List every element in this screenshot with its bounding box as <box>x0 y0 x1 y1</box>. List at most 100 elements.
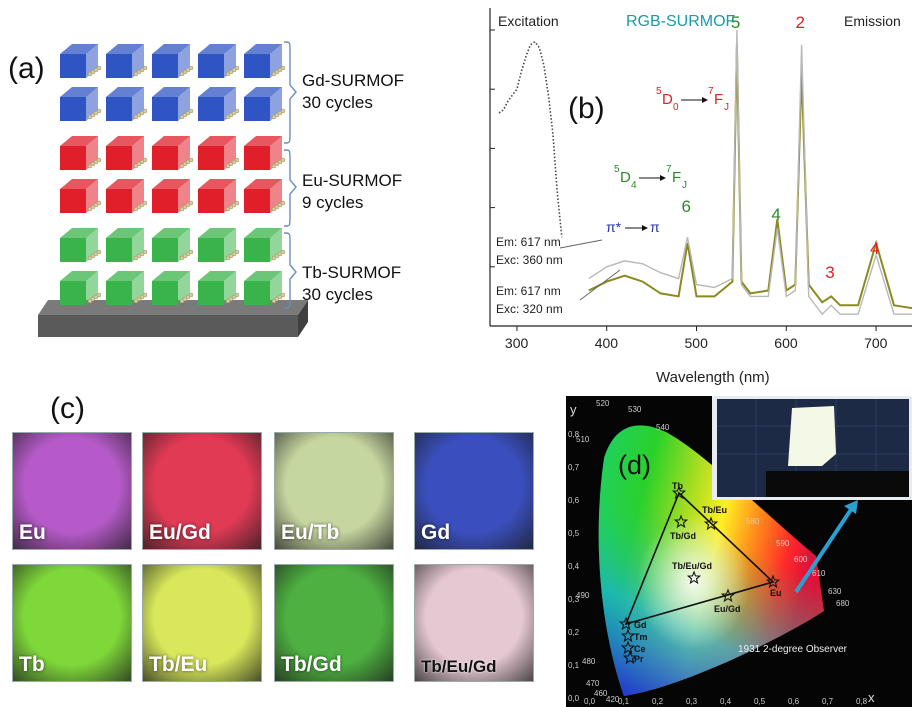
emission-label: Emission <box>844 13 901 29</box>
cube-tb-surmof <box>60 271 102 305</box>
series-line-2 <box>588 29 912 316</box>
cie-wavelength-label: 590 <box>776 539 790 548</box>
cie-point-label: Tb/Gd <box>670 531 696 541</box>
layer-gd-name: Gd-SURMOF <box>302 71 404 90</box>
layer-gd-label: Gd-SURMOF 30 cycles <box>302 70 404 114</box>
sample-tile: Tb/Eu <box>142 564 262 682</box>
cie-wavelength-label: 540 <box>656 423 670 432</box>
eu-state-upper: D <box>662 91 673 108</box>
panel-a-label: (a) <box>8 52 45 85</box>
cube-eu-surmof <box>152 179 194 213</box>
tb-state-lower: F <box>672 169 681 186</box>
sample-tile-label: Eu/Gd <box>149 521 211 544</box>
sample-tile-label: Tb <box>19 653 45 676</box>
peak-label: 4 <box>870 239 879 258</box>
x-tick-label: 700 <box>864 335 888 351</box>
cie-y-tick: 0,6 <box>568 496 580 505</box>
cie-point-marker <box>620 628 636 643</box>
cie-x-tick: 0,8 <box>856 697 868 706</box>
sample-tile-label: Eu/Tb <box>281 521 340 544</box>
cie-x-tick: 0,7 <box>822 697 834 706</box>
cube-eu-surmof <box>152 136 194 170</box>
peak-label: 3 <box>825 263 834 282</box>
cie-diagram: y x 0,0 0,1 0,2 0,3 0,4 0,5 0,6 0,7 0,8 0,0 0,1 0,2… <box>568 396 912 706</box>
eu-lower: 7 <box>708 86 714 97</box>
cie-point-label: Pr <box>634 654 644 664</box>
excitation-label: Excitation <box>498 13 559 29</box>
sample-tile: Tb/Eu/Gd <box>414 564 534 682</box>
sample-tile: Eu <box>12 432 132 550</box>
annotation-320-pointer <box>579 269 621 301</box>
chart-title: RGB-SURMOF <box>626 13 736 30</box>
cie-point-label: Ce <box>634 644 646 654</box>
cie-x-tick: 0,0 <box>584 697 596 706</box>
eu-upper: 5 <box>656 86 662 97</box>
peak-label: 5 <box>731 13 740 32</box>
cube-tb-surmof <box>106 271 148 305</box>
cie-point-label: Gd <box>634 620 647 630</box>
cube-gd-surmof <box>152 87 194 121</box>
cie-point-marker <box>765 574 781 589</box>
color-triangle <box>624 491 775 626</box>
cie-y-tick: 0,3 <box>568 595 580 604</box>
peak-label: 4 <box>771 205 780 224</box>
cube-gd-surmof <box>60 44 102 78</box>
surmof-stack-illustration <box>38 44 308 337</box>
cie-point-marker <box>703 516 719 531</box>
sample-tile-label: Eu <box>19 521 46 544</box>
panel-c-label: (c) <box>50 392 85 425</box>
layer-tb-cycles: 30 cycles <box>302 285 373 304</box>
series-line-1 <box>588 44 912 310</box>
pi-star: π* <box>606 219 622 235</box>
cie-y-tick: 0,1 <box>568 661 580 670</box>
cie-wavelength-label: 460 <box>594 689 608 698</box>
cie-point-marker <box>671 485 687 500</box>
sample-tile-label: Tb/Gd <box>281 653 342 676</box>
pi: π <box>650 219 660 235</box>
inset-pointer-arrow <box>794 506 854 594</box>
cie-point-label: Tb/Eu <box>702 505 727 515</box>
tb-transition-label: 5 D 4 7 F J <box>614 164 687 191</box>
cie-point-label: Tb <box>672 481 683 491</box>
sample-tile-label: Tb/Eu/Gd <box>421 657 497 676</box>
sample-tile: Eu/Tb <box>274 432 394 550</box>
cie-wavelength-label: 630 <box>828 587 842 596</box>
cube-tb-surmof <box>60 228 102 262</box>
inset-holder <box>766 471 909 497</box>
cie-x-tick: 0,1 <box>618 697 630 706</box>
cie-point-label: Eu/Gd <box>714 604 741 614</box>
cube-eu-surmof <box>106 179 148 213</box>
cie-y-tick: 0,4 <box>568 562 580 571</box>
cube-tb-surmof <box>106 228 148 262</box>
cie-point-label: Tm <box>634 632 648 642</box>
cie-y-tick: 0,2 <box>568 628 580 637</box>
cie-wavelength-label: 580 <box>746 517 760 526</box>
substrate-front <box>38 315 298 337</box>
x-tick-label: 300 <box>505 335 529 351</box>
cie-y-tick: 0,7 <box>568 463 580 472</box>
cie-point-marker <box>673 514 689 529</box>
cie-axis-x: x <box>868 690 875 705</box>
cie-wavelength-label: 610 <box>812 569 826 578</box>
cube-gd-surmof <box>152 44 194 78</box>
inset-glowing-sample <box>788 406 836 466</box>
cube-gd-surmof <box>60 87 102 121</box>
layer-eu-name: Eu-SURMOF <box>302 171 403 190</box>
tb-sub-upper: 4 <box>631 180 637 191</box>
cie-wavelength-label: 520 <box>596 399 610 408</box>
tb-upper: 5 <box>614 164 620 175</box>
peak-label: 2 <box>796 13 805 32</box>
cube-eu-surmof <box>244 179 286 213</box>
eu-sub-upper: 0 <box>673 102 679 113</box>
cube-tb-surmof <box>198 271 240 305</box>
panel-b-label: (b) <box>568 92 605 125</box>
eu-sub-lower: J <box>724 102 729 113</box>
substrate-top <box>38 300 308 315</box>
cie-x-tick: 0,3 <box>686 697 698 706</box>
sample-tile: Tb/Gd <box>274 564 394 682</box>
cie-x-tick: 0,4 <box>720 697 732 706</box>
cie-wavelength-label: 680 <box>836 599 850 608</box>
cube-gd-surmof <box>244 44 286 78</box>
cie-wavelength-label: 420 <box>606 695 620 704</box>
cie-gamut-white <box>598 425 824 696</box>
